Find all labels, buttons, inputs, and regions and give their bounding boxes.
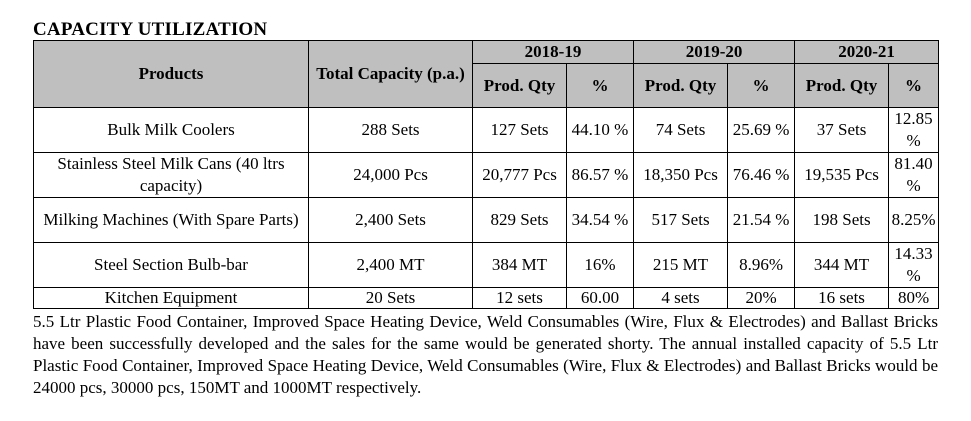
header-year-2019-20: 2019-20 [633, 40, 796, 64]
prod-qty-2020-21: 344 MT [794, 242, 890, 288]
product-name: Kitchen Equipment [33, 287, 309, 309]
header-year-2020-21: 2020-21 [794, 40, 940, 64]
pct-2019-20: 21.54 % [727, 197, 796, 243]
pct-2020-21: 12.85 % [888, 107, 940, 153]
header-prod-qty: Prod. Qty [472, 63, 567, 108]
total-capacity: 288 Sets [308, 107, 473, 153]
pct-2019-20: 25.69 % [727, 107, 796, 153]
table-row: Kitchen Equipment 20 Sets 12 sets 60.00 … [33, 287, 940, 309]
product-name: Milking Machines (With Spare Parts) [33, 197, 309, 243]
prod-qty-2020-21: 37 Sets [794, 107, 890, 153]
pct-2018-19: 44.10 % [565, 107, 635, 153]
prod-qty-2018-19: 127 Sets [472, 107, 567, 153]
prod-qty-2019-20: 215 MT [633, 242, 729, 288]
pct-2018-19: 60.00 [565, 287, 635, 309]
header-products: Products [33, 40, 309, 108]
product-name: Bulk Milk Coolers [33, 107, 309, 153]
prod-qty-2019-20: 18,350 Pcs [633, 152, 729, 198]
pct-2019-20: 76.46 % [727, 152, 796, 198]
pct-2018-19: 86.57 % [565, 152, 635, 198]
document-page: CAPACITY UTILIZATION Products Total Capa… [33, 19, 940, 399]
header-percent: % [727, 63, 796, 108]
total-capacity: 24,000 Pcs [308, 152, 473, 198]
pct-2018-19: 16% [565, 242, 635, 288]
pct-2018-19: 34.54 % [565, 197, 635, 243]
section-title: CAPACITY UTILIZATION [33, 19, 268, 40]
prod-qty-2020-21: 19,535 Pcs [794, 152, 890, 198]
prod-qty-2020-21: 198 Sets [794, 197, 890, 243]
total-capacity: 20 Sets [308, 287, 473, 309]
header-year-2018-19: 2018-19 [471, 40, 635, 64]
total-capacity: 2,400 MT [308, 242, 473, 288]
pct-2020-21: 80% [888, 287, 940, 309]
pct-2020-21: 8.25% [888, 197, 940, 243]
table-row: Steel Section Bulb-bar 2,400 MT 384 MT 1… [33, 242, 940, 288]
table-row: Bulk Milk Coolers 288 Sets 127 Sets 44.1… [33, 107, 940, 153]
prod-qty-2018-19: 20,777 Pcs [472, 152, 567, 198]
table-row: Milking Machines (With Spare Parts) 2,40… [33, 197, 940, 243]
header-percent: % [565, 63, 635, 108]
prod-qty-2018-19: 12 sets [472, 287, 567, 309]
header-prod-qty: Prod. Qty [794, 63, 890, 108]
pct-2020-21: 14.33 % [888, 242, 940, 288]
pct-2019-20: 8.96% [727, 242, 796, 288]
header-prod-qty: Prod. Qty [633, 63, 729, 108]
pct-2019-20: 20% [727, 287, 796, 309]
prod-qty-2019-20: 517 Sets [633, 197, 729, 243]
prod-qty-2020-21: 16 sets [794, 287, 890, 309]
prod-qty-2018-19: 384 MT [472, 242, 567, 288]
note-paragraph: 5.5 Ltr Plastic Food Container, Improved… [33, 312, 938, 397]
prod-qty-2019-20: 74 Sets [633, 107, 729, 153]
capacity-utilization-table: Products Total Capacity (p.a.) 2018-19 2… [33, 40, 940, 309]
total-capacity: 2,400 Sets [308, 197, 473, 243]
header-percent: % [888, 63, 940, 108]
product-name: Steel Section Bulb-bar [33, 242, 309, 288]
header-total-capacity: Total Capacity (p.a.) [308, 40, 473, 108]
prod-qty-2019-20: 4 sets [633, 287, 729, 309]
prod-qty-2018-19: 829 Sets [472, 197, 567, 243]
table-row: Stainless Steel Milk Cans (40 ltrs capac… [33, 152, 940, 198]
product-name: Stainless Steel Milk Cans (40 ltrs capac… [33, 152, 309, 198]
pct-2020-21: 81.40 % [888, 152, 940, 198]
